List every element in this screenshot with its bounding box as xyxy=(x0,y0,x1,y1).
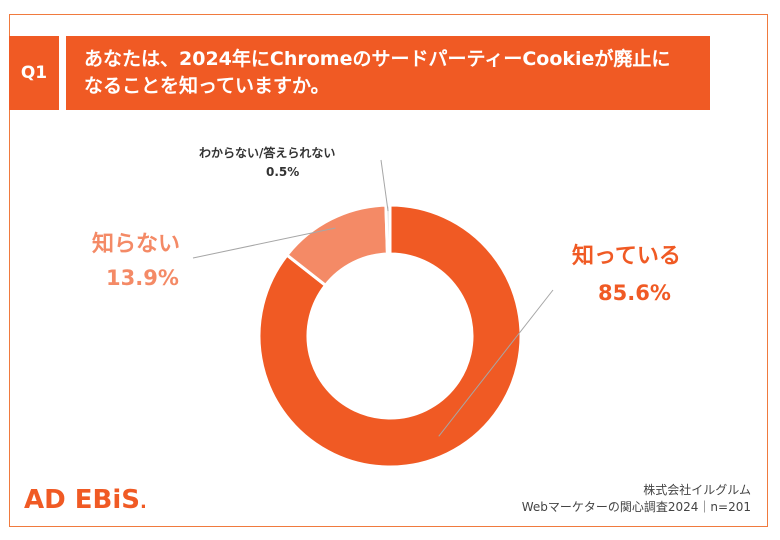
leader-line-doesnt-know xyxy=(192,227,336,259)
logo-dot: . xyxy=(139,492,147,513)
credit-survey: Webマーケターの関心調査2024｜n=201 xyxy=(521,500,751,514)
slice-knows xyxy=(257,203,523,469)
question-number-badge: Q1 xyxy=(9,36,59,110)
slice-label-unknown: わからない/答えられない xyxy=(199,146,336,160)
slice-unknown xyxy=(384,203,392,256)
credit-company: 株式会社イルグルム xyxy=(643,483,751,497)
slide-frame xyxy=(9,14,768,527)
slice-label-knows: 知っている xyxy=(572,244,681,269)
question-title: あなたは、2024年にChromeのサードパーティーCookieが廃止に なるこ… xyxy=(66,36,710,110)
slice-value-doesnt-know: 13.9% xyxy=(106,266,179,290)
logo-text: AD EBiS xyxy=(24,485,140,515)
leader-line-knows xyxy=(438,289,554,437)
question-title-line-1: あなたは、2024年にChromeのサードパーティーCookieが廃止に xyxy=(84,48,671,70)
question-title-line-2: なることを知っていますか。 xyxy=(84,75,330,97)
adebis-logo: AD EBiS. xyxy=(24,485,147,515)
source-credit: 株式会社イルグルム Webマーケターの関心調査2024｜n=201 xyxy=(522,482,751,516)
slice-label-doesnt-know: 知らない xyxy=(92,232,181,257)
slice-value-unknown: 0.5% xyxy=(266,165,300,179)
leader-line-unknown xyxy=(380,159,389,212)
slice-value-knows: 85.6% xyxy=(598,281,671,305)
